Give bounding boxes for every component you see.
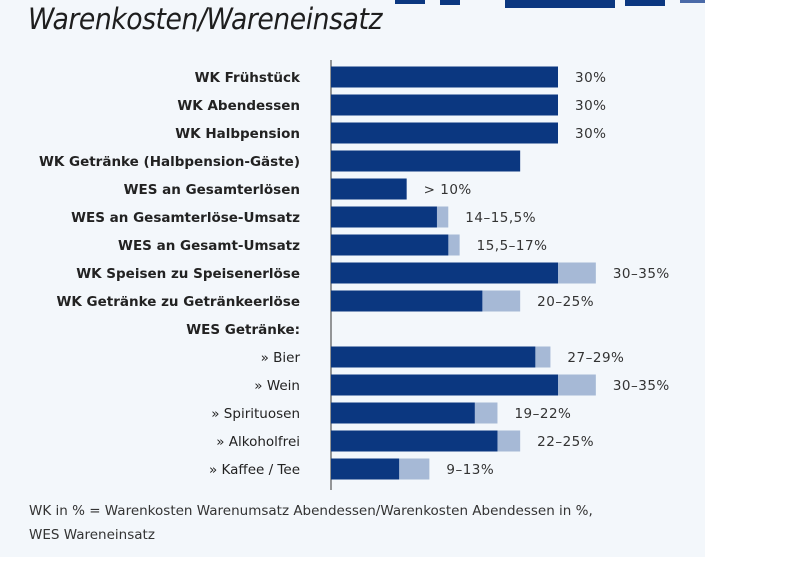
value-label: > 10%: [424, 182, 472, 198]
bar-low: [331, 374, 558, 396]
value-label: 30%: [575, 98, 607, 114]
bar-low: [331, 290, 483, 312]
value-label: 30–35%: [613, 378, 670, 394]
row-label: WK Getränke (Halbpension-Gäste): [39, 154, 300, 170]
chart-title: Warenkosten/Wareneinsatz: [28, 2, 382, 36]
decorative-blue-brush: [395, 0, 705, 8]
value-label: 15,5–17%: [477, 238, 548, 254]
value-label: 20–25%: [537, 294, 594, 310]
row-label: WK Abendessen: [177, 98, 300, 114]
value-label: 30%: [575, 70, 607, 86]
row-label: WES Getränke:: [186, 322, 300, 338]
row-label: WES an Gesamterlösen: [124, 182, 300, 198]
bar-low: [331, 94, 558, 116]
row-label: WES an Gesamt-Umsatz: [118, 238, 300, 254]
value-label: 14–15,5%: [465, 210, 536, 226]
bar-low: [331, 178, 407, 200]
bar-low: [331, 206, 437, 228]
bar-low: [331, 234, 449, 256]
row-label: » Kaffee / Tee: [209, 462, 300, 478]
row-label: WK Speisen zu Speisenerlöse: [76, 266, 300, 282]
value-label: 22–25%: [537, 434, 594, 450]
row-label: WK Getränke zu Getränkeerlöse: [56, 294, 300, 310]
value-label: 27–29%: [567, 350, 624, 366]
row-label: » Alkoholfrei: [216, 434, 300, 450]
row-label: WK Halbpension: [175, 126, 300, 142]
bar-low: [331, 346, 536, 368]
footnote-line: WK in % = Warenkosten Warenumsatz Abende…: [29, 503, 593, 519]
bar-low: [331, 430, 498, 452]
row-label: » Wein: [254, 378, 300, 394]
bar-low: [331, 122, 558, 144]
value-label: 19–22%: [514, 406, 571, 422]
footnote-line: WES Wareneinsatz: [29, 527, 155, 543]
row-label: WES an Gesamterlöse-Umsatz: [71, 210, 300, 226]
row-label: » Bier: [261, 350, 301, 366]
chart-footnote: WK in % = Warenkosten Warenumsatz Abende…: [29, 499, 593, 547]
bar-low: [331, 262, 558, 284]
bar-low: [331, 402, 475, 424]
bar-low: [331, 150, 521, 172]
value-label: 30–35%: [613, 266, 670, 282]
bar-low: [331, 66, 558, 88]
row-label: » Spirituosen: [211, 406, 300, 422]
row-label: WK Frühstück: [195, 70, 301, 86]
value-label: 30%: [575, 126, 607, 142]
value-label: 9–13%: [446, 462, 494, 478]
bar-low: [331, 458, 400, 480]
